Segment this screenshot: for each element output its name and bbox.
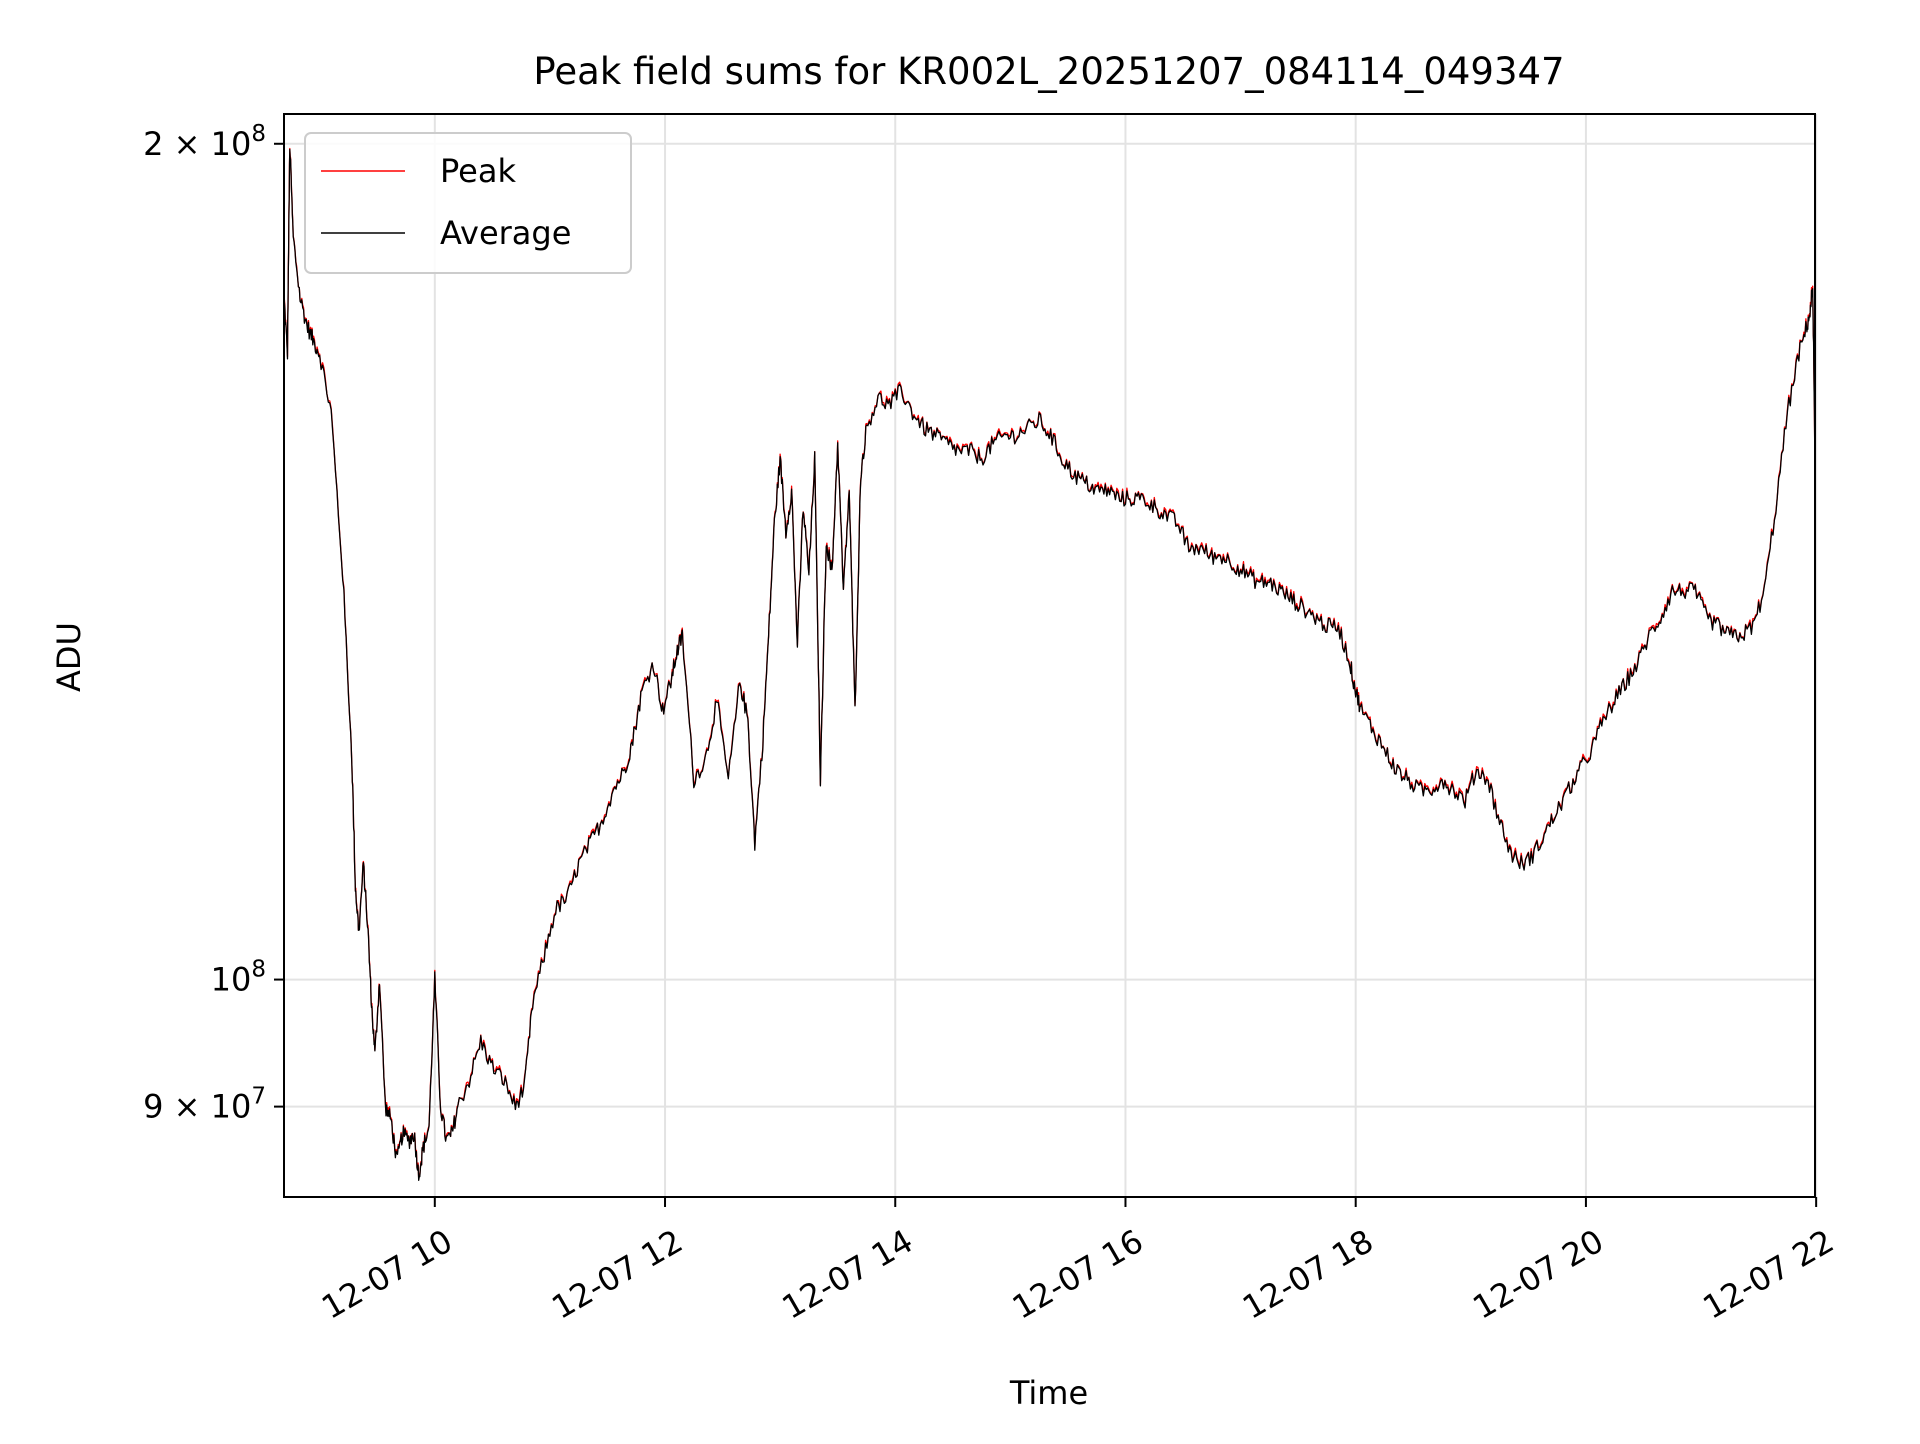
- legend-label-average: Average: [440, 214, 571, 252]
- series-line-average: [283, 148, 1816, 1181]
- x-axis-label: Time: [1009, 1374, 1088, 1412]
- y-axis-label: ADU: [50, 622, 88, 692]
- legend-box: [304, 132, 632, 274]
- legend-label-peak: Peak: [440, 152, 516, 190]
- axes-background: [284, 114, 1815, 1197]
- series-layer: [283, 147, 1816, 1181]
- y-tick-label: 9 × 107: [143, 1084, 266, 1126]
- y-tick-label: 2 × 108: [143, 121, 266, 163]
- legend: Peak Average: [304, 132, 632, 274]
- y-axis: 2 × 108 108 9 × 107: [143, 121, 284, 1126]
- chart-title: Peak field sums for KR002L_20251207_0841…: [533, 50, 1564, 93]
- axes-frame: [283, 113, 1816, 1198]
- y-tick-label: 108: [211, 957, 266, 999]
